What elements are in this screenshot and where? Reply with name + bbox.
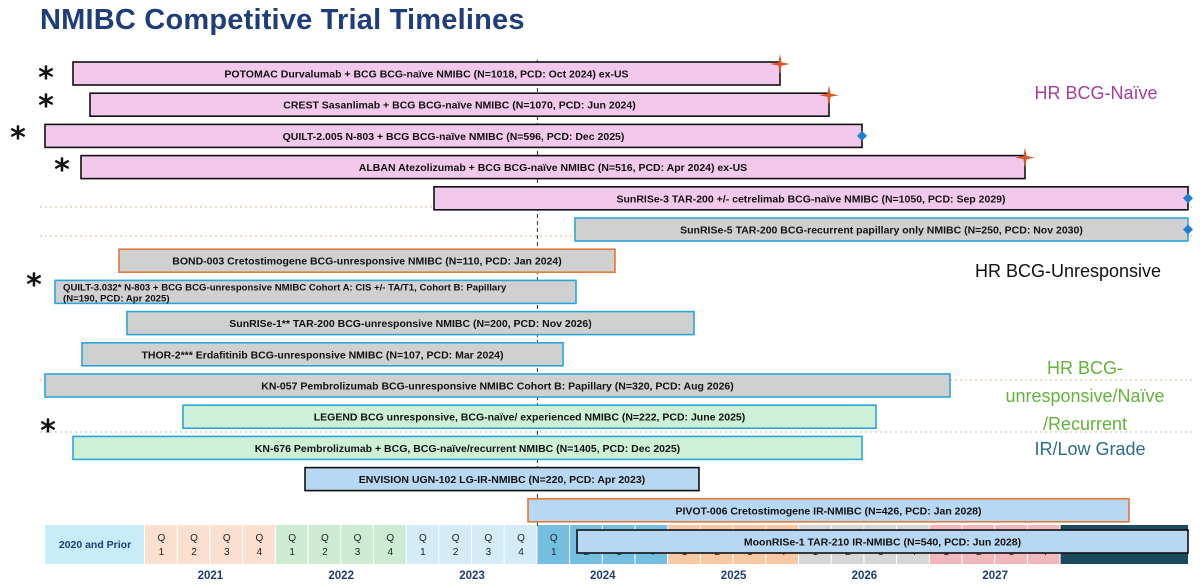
- axis-quarter-letter: Q: [419, 533, 427, 544]
- axis-prior-block: [45, 525, 144, 564]
- axis-quarter-letter: Q: [484, 533, 492, 544]
- axis-quarter-letter: Q: [354, 533, 362, 544]
- axis-quarter-number: 4: [387, 547, 393, 558]
- axis-quarter-number: 2: [453, 547, 459, 558]
- category-label: /Recurrent: [1043, 414, 1127, 434]
- category-label: HR BCG-Unresponsive: [975, 261, 1161, 281]
- trial-bar: [527, 497, 1130, 523]
- trial-bar: [182, 404, 877, 430]
- category-label: unresponsive/Naïve: [1005, 386, 1164, 406]
- axis-quarter-cell: [439, 525, 471, 564]
- axis-quarter-cell: [145, 525, 177, 564]
- axis-quarter-letter: Q: [256, 533, 264, 544]
- trial-label: KN-057 Pembrolizumab BCG-unresponsive NM…: [261, 381, 734, 393]
- trial-label: QUILT-3.032* N-803 + BCG BCG-unresponsiv…: [63, 282, 507, 293]
- axis-quarter-cell: [406, 525, 439, 564]
- axis-quarter-cell: [504, 525, 537, 564]
- axis-year-label: 2027: [982, 570, 1008, 582]
- axis-quarter-letter: Q: [550, 533, 558, 544]
- axis-quarter-cell: [472, 525, 504, 564]
- axis-quarter-letter: Q: [452, 533, 460, 544]
- axis-quarter-letter: Q: [190, 533, 198, 544]
- trial-asterisk: *: [54, 153, 70, 188]
- axis-quarter-number: 2: [191, 547, 197, 558]
- trial-bar: [118, 248, 616, 273]
- axis-quarter-number: 2: [322, 547, 328, 558]
- axis-year-label: 2022: [328, 570, 354, 582]
- axis-year-label: 2023: [459, 570, 485, 582]
- trial-label: POTOMAC Durvalumab + BCG BCG-naïve NMIBC…: [224, 69, 628, 81]
- axis-quarter-cell: [341, 525, 373, 564]
- axis-quarter-cell: [210, 525, 243, 564]
- pcd-star-marker: [1015, 147, 1035, 168]
- trial-label: BOND-003 Cretostimogene BCG-unresponsive…: [172, 256, 561, 268]
- axis-prior-label: 2020 and Prior: [59, 539, 131, 551]
- trial-label: SunRISe-5 TAR-200 BCG-recurrent papillar…: [680, 225, 1083, 237]
- trial-bar: [44, 373, 951, 398]
- axis-quarter-cell: [537, 525, 570, 564]
- trial-bar: [54, 279, 577, 305]
- trial-asterisk: *: [26, 268, 42, 303]
- axis-quarter-letter: Q: [386, 533, 394, 544]
- trial-bar: [72, 435, 863, 461]
- trial-bar: [81, 341, 564, 367]
- axis-quarter-number: 1: [159, 547, 165, 558]
- axis-quarter-number: 1: [420, 547, 426, 558]
- trial-label: QUILT-2.005 N-803 + BCG BCG-naïve NMIBC …: [283, 131, 625, 143]
- pcd-diamond-marker: [1183, 193, 1193, 204]
- trial-asterisk: *: [38, 61, 54, 96]
- trial-bar: [576, 529, 1189, 554]
- axis-year-label: 2025: [721, 570, 747, 582]
- pcd-diamond-marker: [1183, 224, 1193, 235]
- category-label: HR BCG-Naïve: [1034, 83, 1157, 103]
- pcd-diamond-marker: [857, 130, 867, 141]
- pcd-star-marker: [770, 54, 790, 74]
- axis-quarter-letter: Q: [223, 533, 231, 544]
- axis-quarter-cell: [373, 525, 406, 564]
- axis-quarter-number: 1: [289, 547, 295, 558]
- axis-quarter-cell: [275, 525, 308, 564]
- trial-bar: [304, 466, 700, 492]
- trial-label: THOR-2*** Erdafitinib BCG-unresponsive N…: [141, 349, 503, 361]
- trial-label: LEGEND BCG unresponsive, BCG-naïve/ expe…: [314, 412, 746, 424]
- trial-label: MoonRISe-1 TAR-210 IR-NMIBC (N=540, PCD:…: [744, 537, 1021, 549]
- axis-quarter-cell: [243, 525, 275, 564]
- pcd-star-marker: [819, 85, 839, 106]
- trial-label: KN-676 Pembrolizumab + BCG, BCG-naïve/re…: [255, 443, 680, 455]
- axis-quarter-letter: Q: [321, 533, 329, 544]
- axis-quarter-number: 1: [551, 547, 557, 558]
- axis-quarter-letter: Q: [288, 533, 296, 544]
- category-label: IR/Low Grade: [1034, 439, 1145, 459]
- trial-label: PIVOT-006 Cretostimogene IR-NMIBC (N=426…: [675, 505, 981, 517]
- axis-quarter-cell: [308, 525, 341, 564]
- trial-asterisk: *: [38, 89, 54, 124]
- trial-label: SunRISe-3 TAR-200 +/- cetrelimab BCG-naï…: [616, 193, 1005, 205]
- axis-year-label: 2021: [198, 570, 224, 582]
- trial-label-line2: (N=190, PCD: Apr 2025): [63, 293, 170, 304]
- trial-label: CREST Sasanlimab + BCG BCG-naïve NMIBC (…: [283, 100, 635, 112]
- trial-label: ENVISION UGN-102 LG-IR-NMIBC (N=220, PCD…: [359, 474, 645, 486]
- axis-quarter-cell: [177, 525, 210, 564]
- axis-year-label: 2024: [590, 570, 616, 582]
- category-label: HR BCG-: [1047, 358, 1123, 378]
- axis-quarter-number: 4: [257, 547, 263, 558]
- axis-quarter-number: 3: [355, 547, 361, 558]
- trial-label: ALBAN Atezolizumab + BCG BCG-naïve NMIBC…: [359, 162, 747, 174]
- trial-asterisk: *: [40, 414, 56, 449]
- axis-quarter-number: 4: [518, 547, 524, 558]
- axis-quarter-number: 3: [486, 547, 492, 558]
- axis-year-label: 2026: [852, 570, 878, 582]
- page-title: NMIBC Competitive Trial Timelines: [40, 4, 525, 36]
- trial-label: SunRISe-1** TAR-200 BCG-unresponsive NMI…: [229, 318, 591, 330]
- axis-quarter-number: 3: [224, 547, 230, 558]
- trial-bar: [126, 310, 695, 336]
- axis-quarter-letter: Q: [517, 533, 525, 544]
- trial-asterisk: *: [10, 121, 26, 156]
- axis-quarter-letter: Q: [157, 533, 165, 544]
